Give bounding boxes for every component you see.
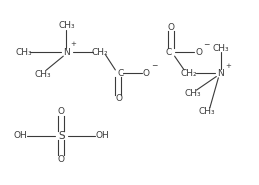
Text: O: O <box>58 107 65 116</box>
Text: OH: OH <box>96 131 109 140</box>
Text: −: − <box>204 40 210 49</box>
Text: N: N <box>63 48 70 57</box>
Text: C: C <box>165 48 171 57</box>
Text: CH₃: CH₃ <box>35 70 52 79</box>
Text: O: O <box>143 69 150 78</box>
Text: CH₃: CH₃ <box>198 107 215 116</box>
Text: CH₂: CH₂ <box>92 48 108 57</box>
Text: O: O <box>167 23 174 32</box>
Text: +: + <box>225 63 231 68</box>
Text: O: O <box>116 93 123 102</box>
Text: O: O <box>58 155 65 164</box>
Text: CH₃: CH₃ <box>16 48 32 57</box>
Text: −: − <box>151 61 157 70</box>
Text: N: N <box>218 69 224 78</box>
Text: CH₃: CH₃ <box>213 44 229 53</box>
Text: CH₂: CH₂ <box>181 69 197 78</box>
Text: OH: OH <box>13 131 27 140</box>
Text: CH₃: CH₃ <box>58 21 75 30</box>
Text: C: C <box>117 69 124 78</box>
Text: +: + <box>71 41 77 47</box>
Text: CH₃: CH₃ <box>184 89 201 98</box>
Text: S: S <box>58 131 64 141</box>
Text: O: O <box>196 48 203 57</box>
